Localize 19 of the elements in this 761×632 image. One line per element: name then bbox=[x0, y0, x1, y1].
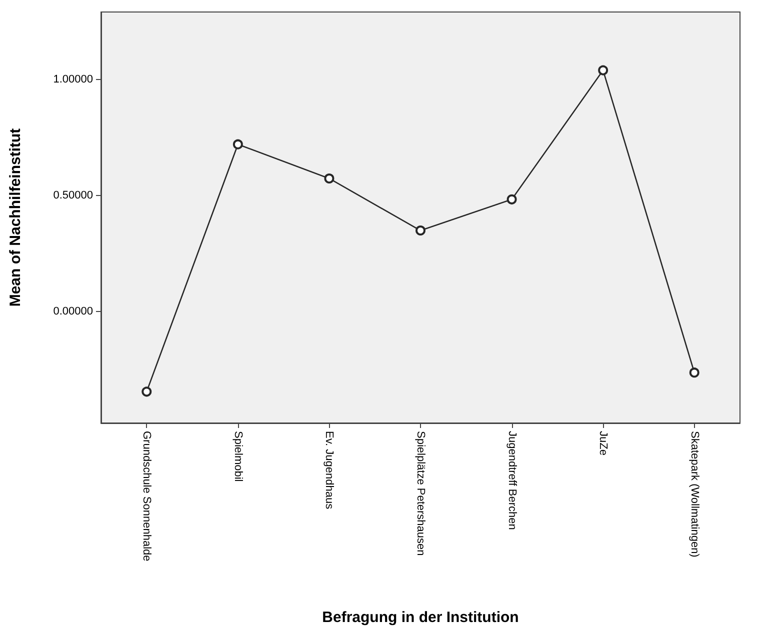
y-axis-title: Mean of Nachhilfeinstitut bbox=[7, 128, 24, 307]
x-tick-label: Jugendtreff Berchen bbox=[506, 431, 518, 530]
y-tick-label: 0.00000 bbox=[53, 306, 93, 318]
y-tick-label: 0.50000 bbox=[53, 189, 93, 202]
x-tick-label: Skatepark (Wollmatingen) bbox=[688, 431, 700, 558]
point bbox=[506, 194, 517, 204]
x-tick-label: Spielplätze Petershausen bbox=[414, 431, 426, 556]
point bbox=[232, 139, 243, 150]
x-tick-label: Ev. Jugendhaus bbox=[323, 431, 336, 510]
x-axis-title: Befragung in der Institution bbox=[322, 609, 519, 626]
point bbox=[689, 368, 700, 378]
y-tick-label: 1.00000 bbox=[53, 73, 93, 86]
point bbox=[142, 386, 152, 397]
x-tick-label: Spielmobil bbox=[232, 431, 244, 482]
x-tick-label: JuZe bbox=[597, 431, 610, 456]
point bbox=[324, 173, 334, 184]
point bbox=[416, 226, 426, 236]
x-tick-label: Grundschule Sonnenhalde bbox=[140, 431, 153, 562]
point bbox=[598, 65, 608, 76]
